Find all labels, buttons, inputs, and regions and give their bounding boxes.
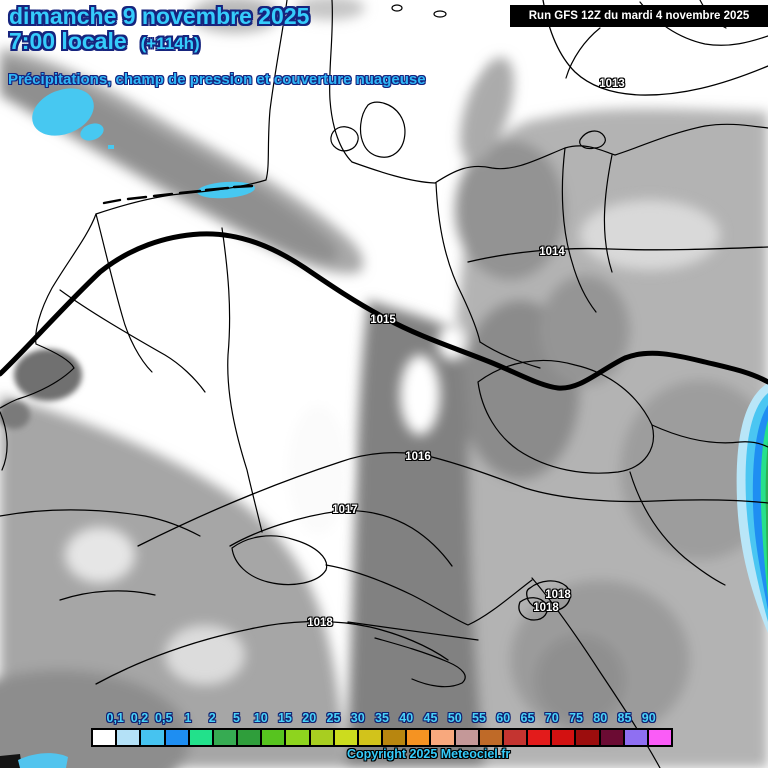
isobar-lines bbox=[95, 0, 768, 685]
scale-cell bbox=[528, 730, 553, 745]
scale-label: 1 bbox=[184, 711, 192, 725]
scale-cell bbox=[479, 730, 504, 745]
scale-cell bbox=[93, 730, 118, 745]
copyright-text: Copyright 2025 Meteociel.fr bbox=[347, 747, 511, 761]
scale-label: 2 bbox=[208, 711, 216, 725]
forecast-date: dimanche 9 novembre 2025 bbox=[9, 3, 310, 29]
map-header: dimanche 9 novembre 2025 7:00 locale (+11… bbox=[9, 3, 310, 55]
scale-label: 35 bbox=[375, 711, 389, 725]
run-info-box: Run GFS 12Z du mardi 4 novembre 2025 bbox=[510, 5, 768, 27]
pressure-label: 1018 bbox=[545, 589, 571, 601]
scale-label: 30 bbox=[350, 711, 365, 725]
scale-cell bbox=[189, 730, 214, 745]
precip-scale: 0,1 0,2 0,5 1 2 5 10 15 20 25 30 35 40 45 50 55 60 65 70 75… bbox=[91, 711, 675, 747]
scale-label: 0,1 bbox=[106, 711, 124, 725]
scale-label: 70 bbox=[544, 711, 559, 725]
map-subtitle: Précipitations, champ de pression et cou… bbox=[8, 71, 426, 88]
scale-label: 65 bbox=[520, 711, 535, 725]
scale-label: 10 bbox=[253, 711, 268, 725]
pressure-label: 1013 bbox=[599, 78, 625, 90]
pressure-label: 1017 bbox=[332, 504, 358, 516]
forecast-time: 7:00 locale bbox=[9, 28, 127, 55]
scale-cell bbox=[238, 730, 263, 745]
scale-cell bbox=[358, 730, 384, 745]
scale-cell bbox=[141, 730, 166, 745]
scale-cell bbox=[431, 730, 456, 745]
front-isobar-line bbox=[0, 231, 768, 391]
run-info-label: Run GFS 12Z du mardi 4 novembre 2025 bbox=[528, 10, 750, 22]
scale-label: 50 bbox=[447, 711, 462, 725]
scale-label: 80 bbox=[593, 711, 608, 725]
scale-cell bbox=[334, 730, 359, 745]
scale-cell bbox=[455, 730, 480, 745]
scale-cell bbox=[213, 730, 239, 745]
scale-label: 5 bbox=[233, 711, 240, 725]
scale-cell bbox=[262, 730, 287, 745]
scale-label: 60 bbox=[496, 711, 511, 725]
scale-label: 45 bbox=[423, 711, 438, 725]
scale-cell bbox=[624, 730, 649, 745]
scale-cell bbox=[383, 730, 408, 745]
scale-cell bbox=[576, 730, 601, 745]
scale-label: 20 bbox=[302, 711, 317, 725]
scale-cell bbox=[286, 730, 311, 745]
scale-cell bbox=[165, 730, 190, 745]
pressure-label: 1018 bbox=[533, 602, 559, 614]
precip-scale-labels: 0,1 0,2 0,5 1 2 5 10 15 20 25 30 35 40 45 50 55 60 65 70 75… bbox=[91, 711, 675, 728]
scale-cell bbox=[552, 730, 577, 745]
scale-cell bbox=[600, 730, 625, 745]
pressure-label: 1014 bbox=[539, 246, 565, 258]
pressure-label: 1018 bbox=[307, 617, 333, 629]
scale-cell bbox=[310, 730, 335, 745]
scale-label: 40 bbox=[399, 711, 414, 725]
precip-scale-cells bbox=[91, 728, 673, 747]
scale-label: 90 bbox=[641, 711, 656, 725]
scale-label: 0,2 bbox=[130, 711, 149, 725]
scale-label: 15 bbox=[278, 711, 292, 725]
scale-cell bbox=[648, 730, 672, 745]
scale-label: 55 bbox=[472, 711, 486, 725]
scale-label: 0,5 bbox=[155, 711, 173, 725]
scale-cell bbox=[117, 730, 142, 745]
pressure-label: 1015 bbox=[370, 314, 396, 326]
pressure-label: 1016 bbox=[405, 451, 431, 463]
scale-label: 25 bbox=[326, 711, 341, 725]
scale-label: 85 bbox=[617, 711, 632, 725]
scale-label: 75 bbox=[569, 711, 583, 725]
scale-cell bbox=[503, 730, 529, 745]
forecast-offset: (+114h) bbox=[140, 34, 200, 54]
scale-cell bbox=[407, 730, 432, 745]
